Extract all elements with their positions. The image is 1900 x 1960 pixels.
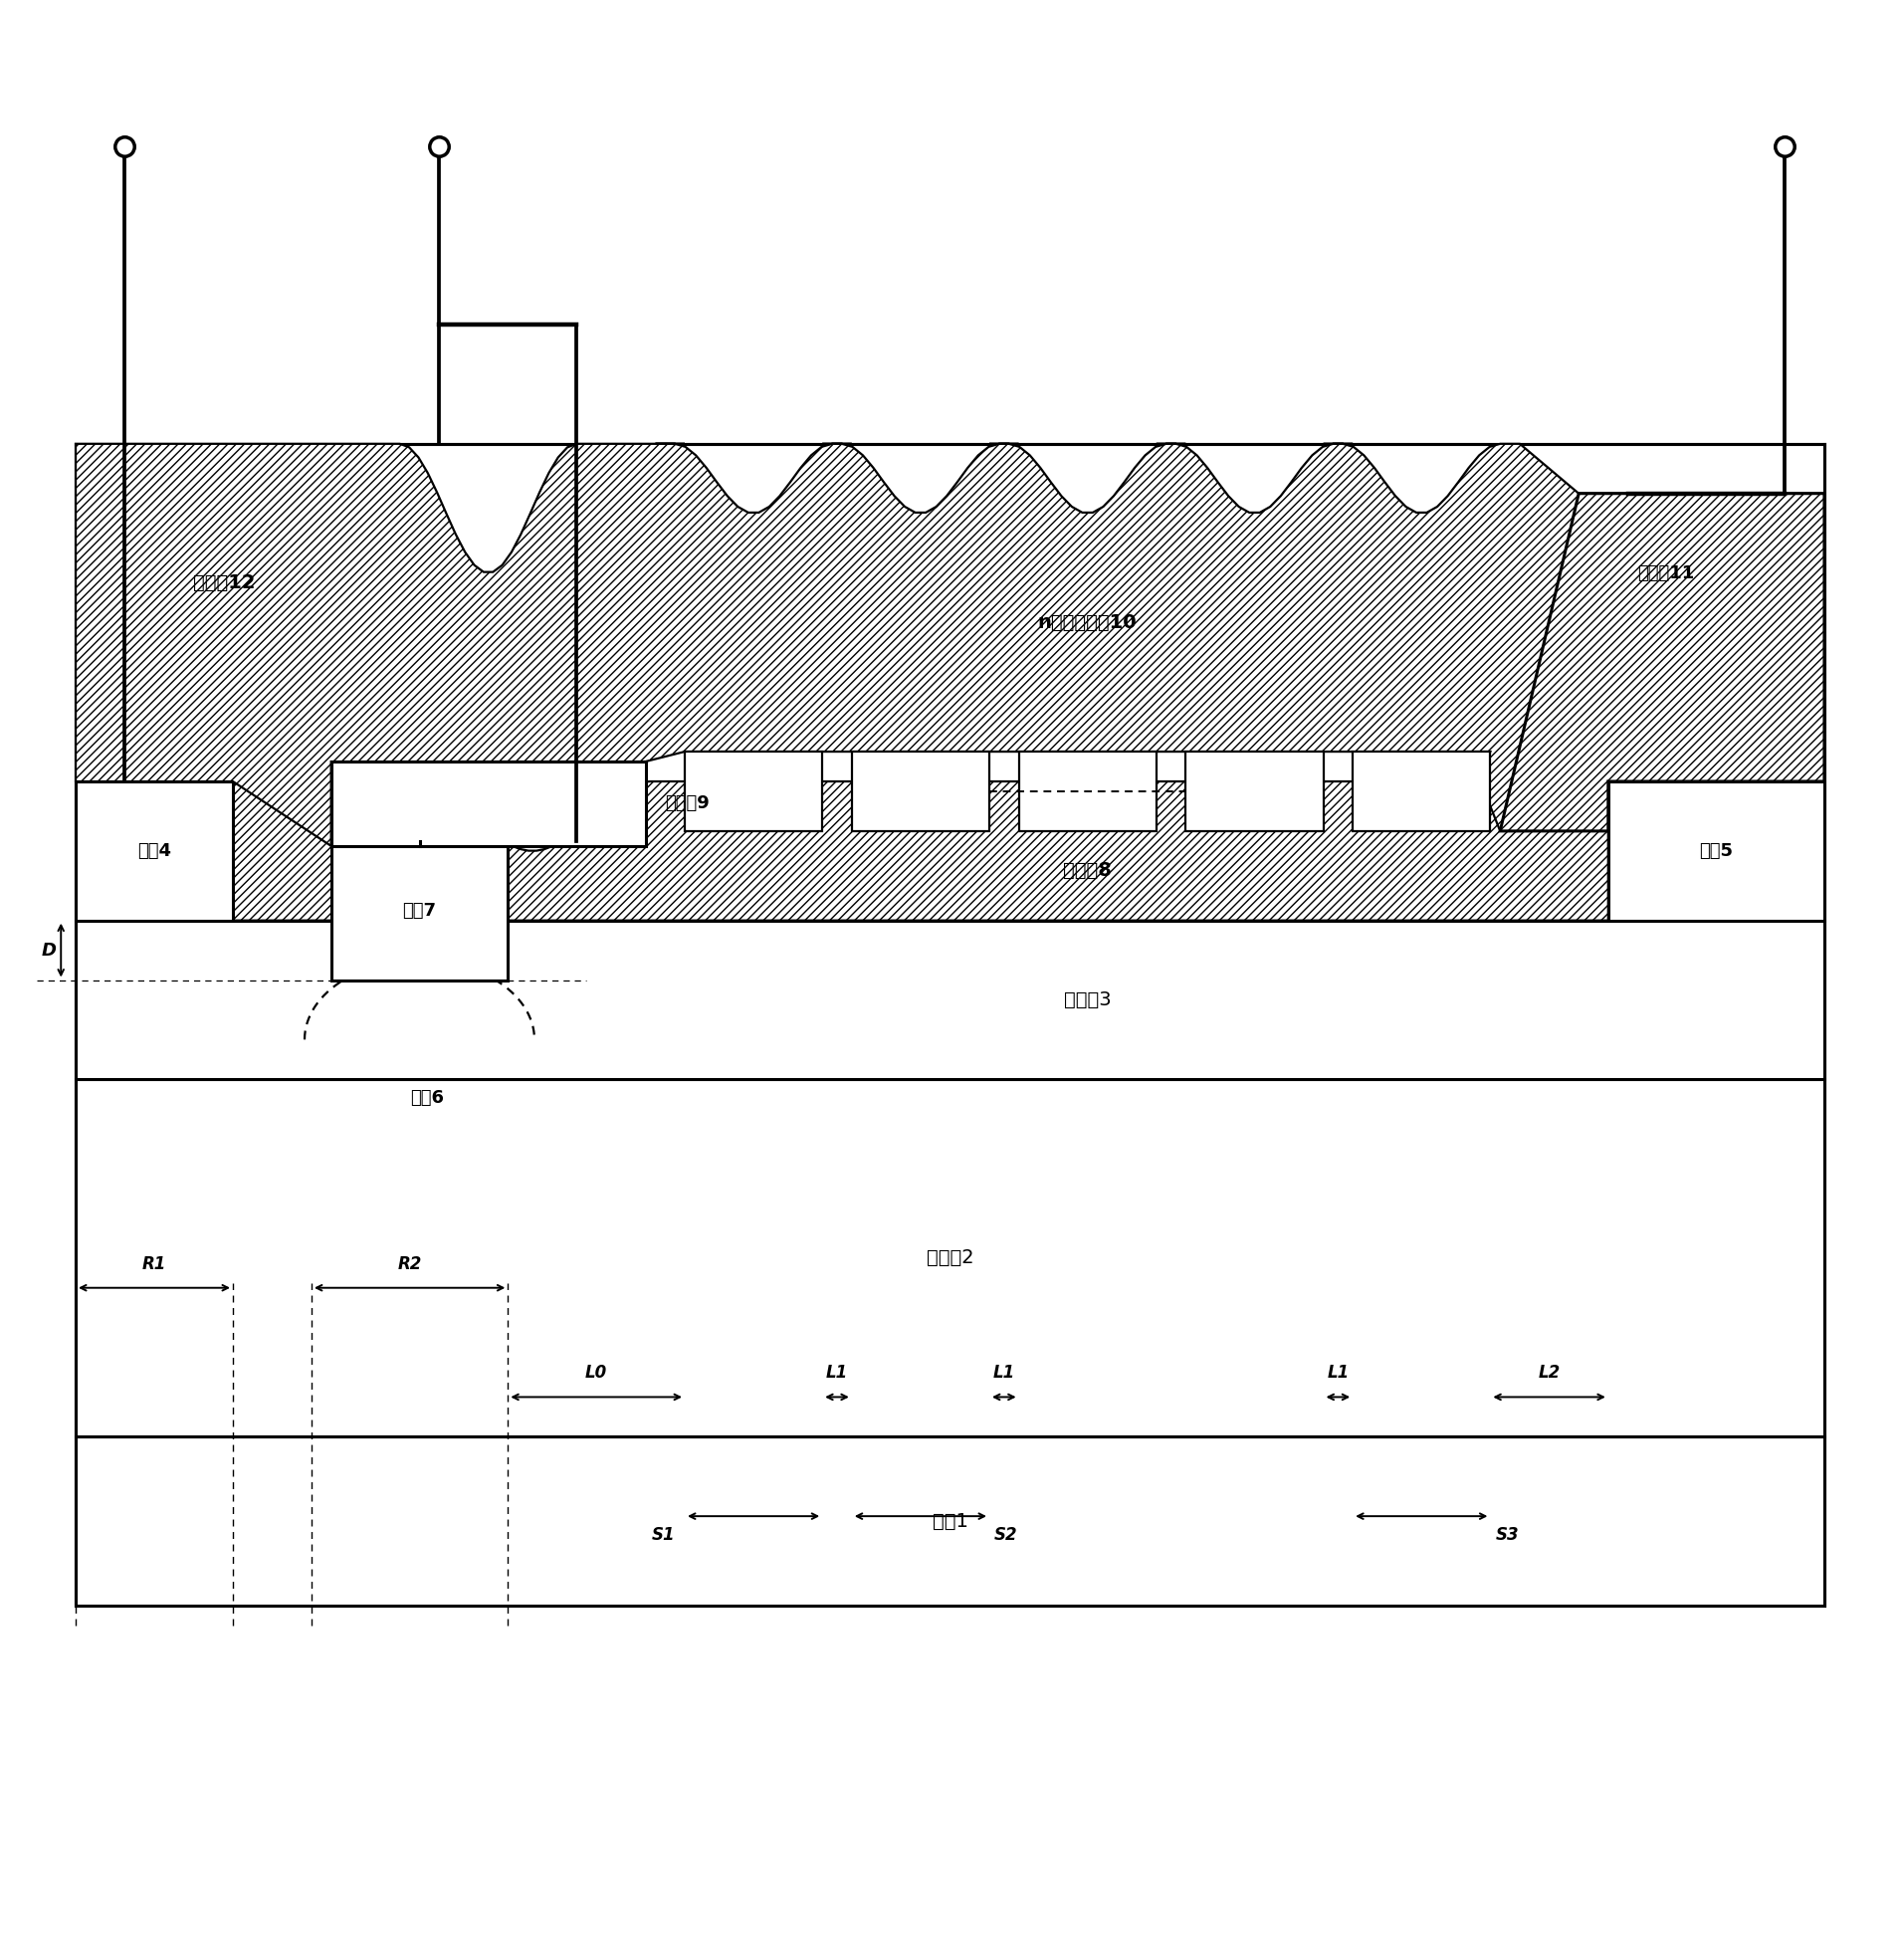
Text: L1: L1 [994,1364,1015,1382]
Bar [684,751,823,831]
Bar [1607,782,1824,921]
Text: S1: S1 [652,1527,674,1544]
Text: L2: L2 [1539,1364,1560,1382]
Text: 镰化兵8: 镰化兵8 [1064,860,1112,880]
Text: S2: S2 [994,1527,1018,1544]
Text: R1: R1 [142,1254,167,1272]
Bar [76,782,234,921]
Bar [76,921,1824,1080]
Text: 漏来5: 漏来5 [1699,843,1733,860]
Text: S3: S3 [1495,1527,1518,1544]
Bar [331,762,646,847]
Text: L1: L1 [1326,1364,1349,1382]
Bar [331,841,507,980]
Bar [76,1437,1824,1605]
Text: R2: R2 [397,1254,422,1272]
Text: 衬兵1: 衬兵1 [933,1511,967,1531]
Text: L1: L1 [826,1364,847,1382]
Bar [1186,751,1322,831]
Bar [76,1080,1824,1437]
Text: 凹槽6: 凹槽6 [410,1090,443,1107]
Text: D: D [42,941,55,958]
Text: 源来4: 源来4 [137,843,171,860]
Text: 保护垉12: 保护垉12 [194,574,257,592]
Bar [76,443,1824,1605]
Text: 漏场柼11: 漏场柼11 [1638,564,1695,582]
Bar [851,751,990,831]
Text: L0: L0 [585,1364,608,1382]
Bar [1353,751,1490,831]
Bar [1018,751,1157,831]
Polygon shape [1501,494,1824,831]
Text: 过渡兵2: 过渡兵2 [927,1249,973,1268]
Text: 棸场柼9: 棸场柼9 [665,796,709,813]
Polygon shape [76,443,1824,847]
Polygon shape [234,782,1607,921]
Text: n个浮空场柼10: n个浮空场柼10 [1037,613,1136,633]
Text: 槽桸7: 槽桸7 [403,902,437,919]
Text: 势垒兵3: 势垒兵3 [1064,990,1112,1009]
